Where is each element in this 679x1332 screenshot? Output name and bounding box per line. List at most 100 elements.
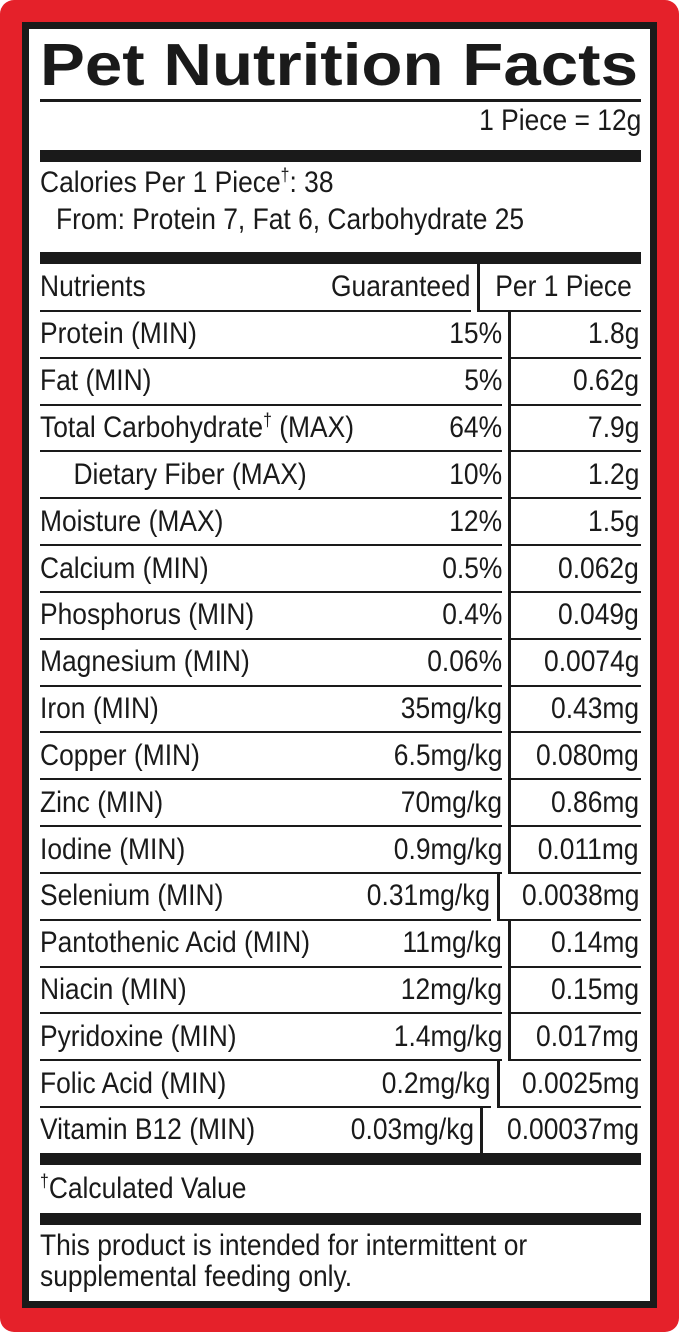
nutrition-facts-card: Pet Nutrition Facts 1 Piece = 12g Calori… [22,22,657,1308]
page-title: Pet Nutrition Facts [40,32,638,98]
nutrient-name: Magnesium (MIN) [40,645,250,679]
nutrient-name: Protein (MIN) [40,317,197,351]
nutrient-row: Zinc (MIN) 70mg/kg 0.86mg [40,780,641,828]
feeding-statement: This product is intended for intermitten… [40,1230,641,1292]
guaranteed-value: 6.5mg/kg [393,738,502,772]
per-piece-value: 0.062g [558,551,639,585]
nutrient-row: Folic Acid (MIN) 0.2mg/kg 0.0025mg [40,1061,641,1109]
guaranteed-value: 10% [449,457,502,491]
feeding-statement-line2: supplemental feeding only. [40,1260,353,1293]
guaranteed-value: 0.5% [441,551,502,585]
per-piece-value: 0.0074g [543,645,639,679]
label-content: Pet Nutrition Facts 1 Piece = 12g Calori… [29,29,650,1301]
guaranteed-value: 0.06% [427,645,502,679]
per-piece-value: 0.86mg [550,785,639,819]
nutrient-row: Vitamin B12 (MIN) 0.03mg/kg 0.00037mg [40,1108,641,1153]
per-piece-value: 0.049g [558,598,639,632]
nutrient-row: Total Carbohydrate† (MAX) 64% 7.9g [40,405,641,453]
per-piece-value: 0.011mg [538,832,639,866]
nutrient-name: Moisture (MAX) [40,504,224,538]
calories-line: Calories Per 1 Piece†: 38 [40,164,641,201]
table-header-row: Nutrients Guaranteed Per 1 Piece [40,264,641,312]
nutrient-row: Dietary Fiber (MAX) 10% 1.2g [40,452,641,500]
nutrient-row: Fat (MIN) 5% 0.62g [40,358,641,406]
calculated-value-footnote: †Calculated Value [40,1171,641,1205]
per-piece-value: 0.080mg [536,738,639,772]
feeding-statement-line1: This product is intended for intermitten… [40,1229,528,1262]
guaranteed-value: 35mg/kg [400,692,502,726]
per-piece-value: 1.5g [587,504,639,538]
thick-bar-below-table [40,1153,641,1165]
title-divider [40,99,641,102]
nutrient-name: Iodine (MIN) [40,832,186,866]
nutrient-name: Fat (MIN) [40,364,152,398]
nutrient-name: Calcium (MIN) [40,551,209,585]
nutrient-row: Phosphorus (MIN) 0.4% 0.049g [40,592,641,640]
per-piece-value: 0.0025mg [521,1066,639,1100]
nutrient-name: Phosphorus (MIN) [40,598,255,632]
guaranteed-value: 70mg/kg [400,785,502,819]
guaranteed-value: 64% [449,411,502,445]
guaranteed-value: 12mg/kg [400,973,502,1006]
guaranteed-value: 15% [449,317,502,351]
per-piece-value: 0.14mg [550,926,639,960]
thick-bar-above-statement [40,1213,641,1225]
nutrient-row: Iodine (MIN) 0.9mg/kg 0.011mg [40,827,641,874]
per-piece-value: 0.0038mg [521,879,639,913]
serving-size-text: 1 Piece = 12g [478,104,641,137]
guaranteed-value: 0.03mg/kg [350,1113,474,1147]
calories-from-line: From: Protein 7, Fat 6, Carbohydrate 25 [40,201,641,238]
guaranteed-value: 11mg/kg [402,926,502,960]
nutrient-row: Selenium (MIN) 0.31mg/kg 0.0038mg [40,873,641,921]
thick-bar-top [40,150,641,162]
guaranteed-value: 5% [463,364,502,398]
footnote-text: Calculated Value [48,1172,247,1205]
per-piece-value: 1.2g [587,457,639,491]
nutrient-row: Magnesium (MIN) 0.06% 0.0074g [40,639,641,687]
per-piece-value: 0.017mg [536,1019,639,1053]
nutrient-row: Moisture (MAX) 12% 1.5g [40,499,641,547]
nutrient-name: Niacin (MIN) [40,973,187,1006]
nutrient-name: Folic Acid (MIN) [40,1066,227,1100]
thick-bar-above-table [40,252,641,264]
dagger-mark: † [263,410,272,431]
header-per-piece: Per 1 Piece [495,270,632,303]
per-piece-value: 1.8g [587,317,639,351]
nutrient-row: Pantothenic Acid (MIN) 11mg/kg 0.14mg [40,920,641,968]
calories-value: : 38 [289,166,334,199]
per-piece-value: 7.9g [587,411,639,445]
guaranteed-value: 0.4% [441,598,502,632]
per-piece-value: 0.15mg [550,973,639,1006]
guaranteed-value: 1.4mg/kg [393,1019,502,1053]
nutrient-name: Pyridoxine (MIN) [40,1019,237,1053]
nutrient-name: Pantothenic Acid (MIN) [40,926,310,960]
nutrient-name: Iron (MIN) [40,692,159,726]
calories-from-text: From: Protein 7, Fat 6, Carbohydrate 25 [56,203,525,236]
calories-label: Calories Per 1 Piece [40,166,281,199]
nutrient-name: Copper (MIN) [40,738,200,772]
nutrient-row: Niacin (MIN) 12mg/kg 0.15mg [40,967,641,1015]
header-nutrients: Nutrients [40,270,146,303]
nutrient-name: Dietary Fiber (MAX) [73,457,307,491]
nutrient-row: Copper (MIN) 6.5mg/kg 0.080mg [40,733,641,781]
guaranteed-value: 12% [449,504,502,538]
dagger-mark: † [40,1171,49,1191]
nutrient-row: Pyridoxine (MIN) 1.4mg/kg 0.017mg [40,1014,641,1062]
guaranteed-analysis-table: Nutrients Guaranteed Per 1 Piece Protein… [40,264,641,1153]
per-piece-value: 0.62g [572,364,639,398]
serving-size-line: 1 Piece = 12g [40,104,641,138]
nutrient-name: Selenium (MIN) [40,879,224,913]
guaranteed-value: 0.9mg/kg [393,832,502,866]
dagger-mark: † [280,165,290,185]
page-title-text: Pet Nutrition Facts [40,32,638,98]
per-piece-value: 0.00037mg [506,1113,639,1147]
nutrient-name: Zinc (MIN) [40,785,164,819]
per-piece-value: 0.43mg [550,692,639,726]
nutrient-row: Calcium (MIN) 0.5% 0.062g [40,546,641,593]
header-guaranteed: Guaranteed [331,270,471,303]
calories-block: Calories Per 1 Piece†: 38 From: Protein … [40,164,641,238]
guaranteed-value: 0.31mg/kg [367,879,491,913]
nutrient-row: Protein (MIN) 15% 1.8g [40,312,641,359]
nutrient-name: Total Carbohydrate† (MAX) [40,410,355,445]
nutrient-name: Vitamin B12 (MIN) [40,1113,256,1147]
